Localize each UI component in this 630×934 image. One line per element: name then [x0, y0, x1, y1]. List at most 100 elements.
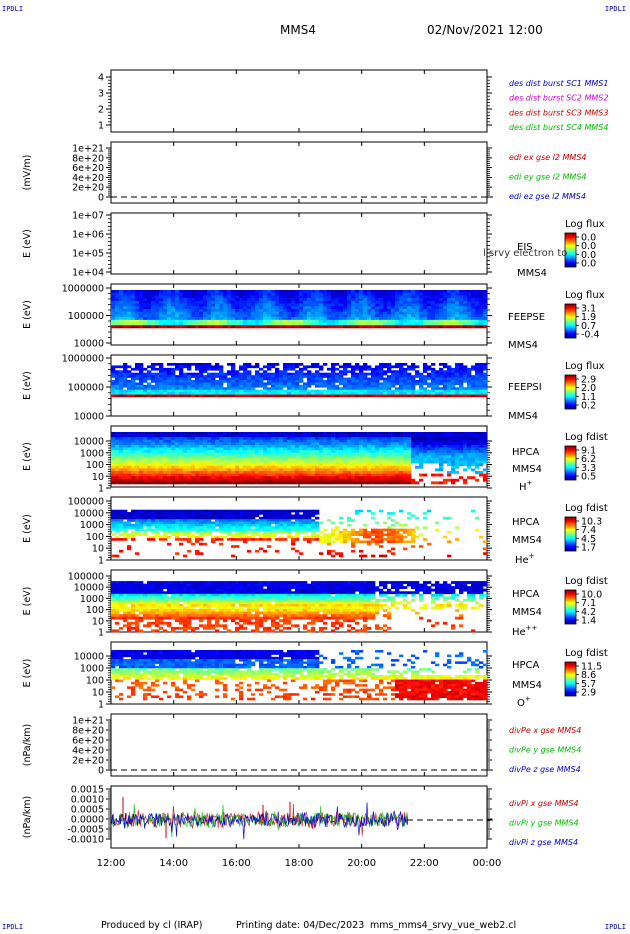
spectrogram-cell	[415, 452, 420, 456]
spectrogram-cell	[443, 317, 448, 321]
spectrogram-cell	[411, 365, 416, 369]
spectrogram-cell	[127, 465, 132, 469]
spectrogram-cell	[151, 325, 156, 329]
spectrogram-cell	[447, 372, 452, 376]
spectrogram-cell	[483, 432, 488, 435]
spectrogram-cell	[443, 389, 448, 393]
spectrogram-cell	[395, 380, 400, 383]
spectrogram-cell	[443, 394, 448, 398]
spectrogram-cell	[251, 473, 256, 477]
spectrogram-cell	[291, 367, 296, 371]
spectrogram-cell	[295, 309, 300, 313]
spectrogram-cell	[263, 442, 268, 446]
spectrogram-cell	[255, 292, 260, 296]
spectrogram-cell	[115, 434, 120, 438]
spectrogram-cell	[191, 314, 196, 318]
spectrogram-cell	[131, 509, 136, 513]
spectrogram-cell	[259, 437, 264, 441]
spectrogram-cell	[411, 375, 416, 378]
spectrogram-cell	[195, 540, 200, 544]
spectrogram-cell	[331, 325, 336, 329]
spectrogram-cell	[127, 526, 132, 529]
spectrogram-cell	[239, 311, 244, 315]
spectrogram-cell	[379, 450, 384, 454]
spectrogram-cell	[219, 367, 224, 371]
spectrogram-cell	[199, 389, 204, 393]
spectrogram-cell	[283, 314, 288, 318]
spectrogram-cell	[271, 325, 276, 329]
spectrogram-cell	[199, 465, 204, 469]
spectrogram-cell	[155, 384, 160, 388]
spectrogram-cell	[259, 306, 264, 310]
spectrogram-cell	[419, 298, 424, 302]
spectrogram-cell	[175, 445, 180, 448]
spectrogram-cell	[363, 314, 368, 318]
spectrogram-cell	[199, 458, 204, 461]
spectrogram-cell	[279, 319, 284, 323]
spectrogram-cell	[203, 300, 208, 304]
spectrogram-cell	[127, 300, 132, 304]
spectrogram-cell	[199, 387, 204, 391]
spectrogram-cell	[411, 437, 416, 441]
spectrogram-cell	[435, 370, 440, 374]
spectrogram-cell	[275, 290, 280, 294]
spectrogram-cell	[159, 306, 164, 310]
spectrogram-cell	[371, 317, 376, 321]
spectrogram-cell	[483, 455, 488, 459]
spectrogram-cell	[375, 455, 380, 459]
spectrogram-cell	[199, 394, 204, 398]
spectrogram-cell	[139, 319, 144, 323]
spectrogram-cell	[267, 458, 272, 461]
spectrogram-cell	[343, 380, 348, 383]
spectrogram-cell	[463, 300, 468, 304]
spectrogram-cell	[151, 434, 156, 438]
spectrogram-cell	[279, 372, 284, 376]
spectrogram-cell	[351, 377, 356, 381]
spectrogram-cell	[307, 322, 312, 326]
spectrogram-cell	[139, 363, 144, 366]
spectrogram-cell	[123, 434, 128, 438]
spectrogram-cell	[199, 437, 204, 441]
spectrogram-cell	[439, 322, 444, 326]
spectrogram-cell	[159, 300, 164, 304]
spectrogram-cell	[235, 319, 240, 323]
spectrogram-cell	[415, 319, 420, 323]
spectrogram-cell	[243, 445, 248, 448]
spectrogram-cell	[471, 452, 476, 456]
spectrogram-cell	[319, 465, 324, 469]
spectrogram-cell	[423, 319, 428, 323]
spectrogram-cell	[467, 476, 472, 480]
spectrogram-cell	[339, 303, 344, 307]
spectrogram-cell	[147, 452, 152, 456]
spectrogram-cell	[199, 317, 204, 321]
spectrogram-cell	[391, 377, 396, 381]
spectrogram-cell	[339, 311, 344, 315]
spectrogram-cell	[231, 452, 236, 456]
spectrogram-cell	[167, 519, 172, 522]
spectrogram-cell	[115, 372, 120, 376]
spectrogram-cell	[299, 298, 304, 302]
spectrogram-cell	[467, 309, 472, 313]
spectrogram-cell	[119, 463, 124, 467]
spectrogram-cell	[231, 363, 236, 366]
spectrogram-cell	[299, 377, 304, 381]
spectrogram-cell	[311, 481, 316, 485]
spectrogram-cell	[195, 387, 200, 391]
spectrogram-cell	[235, 471, 240, 474]
spectrogram-cell	[179, 394, 184, 398]
spectrogram-cell	[443, 300, 448, 304]
spectrogram-cell	[231, 295, 236, 299]
spectrogram-cell	[263, 319, 268, 323]
spectrogram-cell	[287, 309, 292, 313]
spectrogram-cell	[279, 300, 284, 304]
spectrogram-cell	[347, 478, 352, 482]
spectrogram-cell	[191, 521, 196, 525]
spectrogram-cell	[203, 367, 208, 371]
spectrogram-cell	[171, 380, 176, 383]
spectrogram-cell	[247, 322, 252, 326]
spectrogram-cell	[299, 295, 304, 299]
spectrogram-cell	[295, 380, 300, 383]
spectrogram-cell	[435, 292, 440, 296]
spectrogram-cell	[231, 314, 236, 318]
spectrogram-cell	[455, 322, 460, 326]
